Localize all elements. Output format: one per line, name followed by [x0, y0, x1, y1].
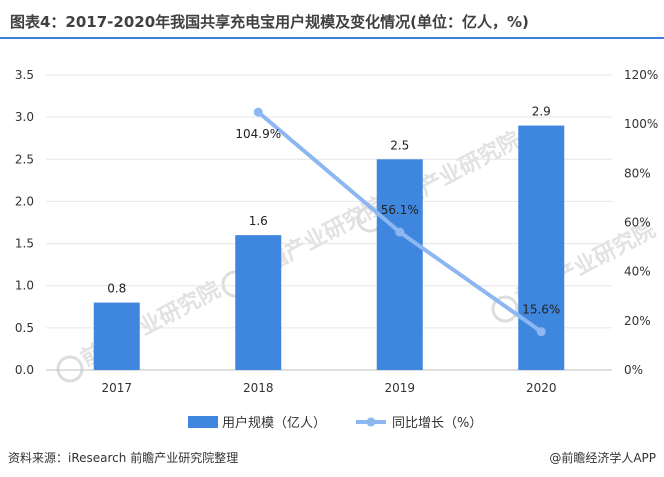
bar-label-2020: 2.9: [532, 105, 551, 119]
chart-title: 图表4：2017-2020年我国共享充电宝用户规模及变化情况(单位：亿人，%): [10, 13, 529, 31]
y-left-tick-1.0: 1.0: [15, 279, 34, 293]
y-left-tick-1.5: 1.5: [15, 237, 34, 251]
y-left-tick-0.5: 0.5: [15, 321, 34, 335]
x-tick-2018: 2018: [243, 381, 274, 395]
y-right-tick-20%: 20%: [624, 314, 651, 328]
y-right-tick-80%: 80%: [624, 166, 651, 180]
bar-2019: [376, 159, 423, 370]
y-right-tick-120%: 120%: [624, 68, 658, 82]
growth-point-2020: [536, 327, 546, 337]
x-tick-2017: 2017: [101, 381, 132, 395]
y-left-tick-2.0: 2.0: [15, 194, 34, 208]
legend-bar-label: 用户规模（亿人）: [222, 415, 326, 431]
brand-credit: @前瞻经济学人APP: [549, 451, 656, 465]
title-divider: [0, 37, 664, 39]
legend-line-marker: [366, 417, 376, 427]
bar-label-2017: 0.8: [107, 282, 126, 296]
x-tick-2019: 2019: [384, 381, 415, 395]
y-left-tick-2.5: 2.5: [15, 152, 34, 166]
bar-2017: [93, 302, 140, 370]
legend-bar-swatch: [188, 416, 218, 428]
bar-2018: [235, 235, 282, 370]
growth-label-2020: 15.6%: [522, 303, 560, 317]
chart-plot: 前瞻产业研究院前瞻产业研究院前瞻产业研究院前瞻产业研究院0.00.51.01.5…: [15, 68, 660, 431]
y-left-tick-3.5: 3.5: [15, 68, 34, 82]
bar-label-2019: 2.5: [390, 138, 409, 152]
growth-label-2019: 56.1%: [381, 203, 419, 217]
growth-point-2019: [395, 227, 405, 237]
watermark-logo-3: [491, 295, 519, 323]
bar-label-2018: 1.6: [249, 214, 268, 228]
source-note: 资料来源：iResearch 前瞻产业研究院整理: [8, 451, 239, 465]
y-left-tick-3.0: 3.0: [15, 110, 34, 124]
y-right-tick-60%: 60%: [624, 216, 651, 230]
y-right-tick-100%: 100%: [624, 117, 658, 131]
growth-label-2018: 104.9%: [235, 127, 281, 141]
watermark-logo-0: [56, 355, 84, 383]
y-right-tick-40%: 40%: [624, 265, 651, 279]
y-left-tick-0.0: 0.0: [15, 363, 34, 377]
x-tick-2020: 2020: [526, 381, 557, 395]
y-right-tick-0%: 0%: [624, 363, 643, 377]
growth-point-2018: [253, 107, 263, 117]
legend-line-label: 同比增长（%）: [392, 416, 482, 431]
